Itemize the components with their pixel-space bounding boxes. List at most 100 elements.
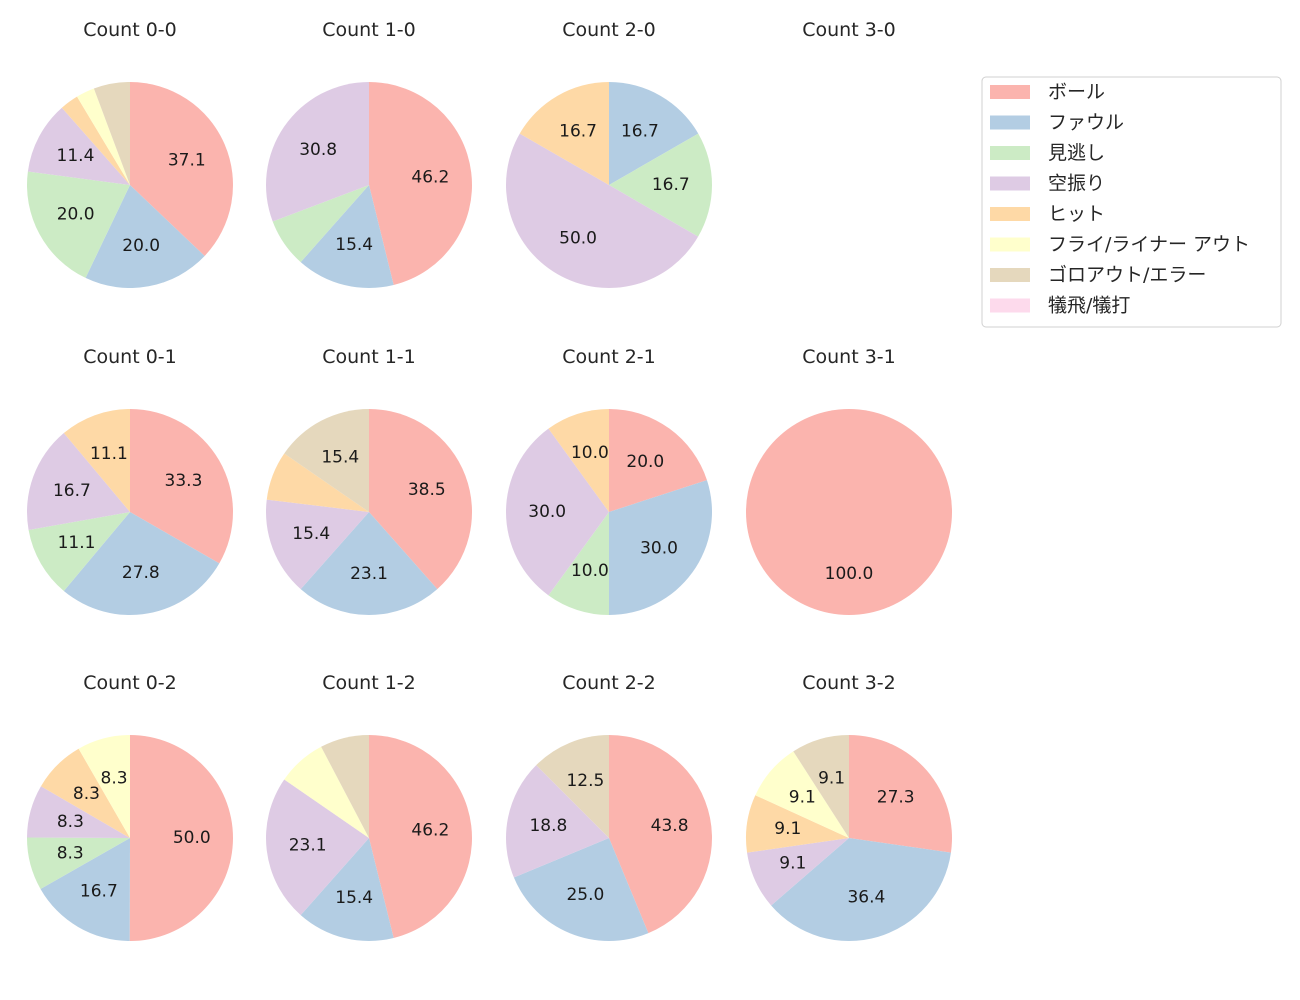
pie-count-3-2: Count 3-227.336.49.19.19.19.1 (746, 672, 952, 942)
pie-count-0-1: Count 0-1 33.3 27.8 11.1 16.7 11.1 (26, 346, 234, 615)
pie-slice (27, 107, 131, 185)
pie-slice (85, 185, 205, 288)
slice-label: 16.7 (559, 121, 597, 141)
slice-label: 33.3 (165, 471, 203, 491)
slice-label: 18.8 (529, 816, 567, 836)
legend-swatch (990, 115, 1030, 130)
pie-slice (609, 480, 712, 615)
pie-slice (77, 88, 130, 185)
legend-entry: 見逃し (1048, 142, 1105, 164)
slice-label: 8.3 (57, 812, 84, 832)
pie-slice (300, 185, 394, 288)
pie-count-3-1: Count 3-1 100.0 (746, 346, 952, 615)
legend-entry: ファウル (1048, 112, 1124, 134)
pie-slice (284, 409, 369, 512)
pie-title: Count 3-0 (802, 19, 896, 41)
slice-label: 25.0 (566, 885, 604, 905)
slice-label: 50.0 (173, 828, 211, 848)
slice-label: 15.4 (335, 235, 373, 255)
pie-slice (266, 82, 369, 222)
pie-slice (272, 185, 369, 263)
pie-slice (505, 133, 699, 289)
legend-swatch (990, 298, 1030, 313)
pie-slice (27, 171, 131, 278)
slice-label: 9.1 (789, 788, 816, 808)
pie-count-1-0: Count 1-0 46.2 15.4 30.8 (266, 19, 472, 288)
pie-slice (609, 409, 707, 512)
pie-slice (793, 735, 849, 838)
pie-slice (513, 838, 649, 942)
slice-label: 16.7 (621, 121, 659, 141)
pie-slice (28, 512, 130, 591)
slice-label: 30.0 (640, 538, 678, 558)
slice-label: 15.4 (321, 447, 359, 467)
slice-label: 9.1 (774, 819, 801, 839)
slice-label: 27.3 (877, 788, 915, 808)
pie-title: Count 3-1 (802, 346, 896, 368)
legend-swatch (990, 176, 1030, 191)
pie-slice (369, 82, 472, 286)
pie-slice (609, 133, 712, 237)
slice-label: 16.7 (53, 481, 91, 501)
pie-count-3-0: Count 3-0 (802, 19, 896, 41)
slice-label: 27.8 (122, 563, 160, 583)
pie-slice (300, 838, 394, 941)
legend-swatch (990, 85, 1030, 99)
pie-slice (266, 453, 369, 512)
legend-swatch (990, 268, 1030, 282)
pie-count-0-2: Count 0-250.016.78.38.38.38.3 (26, 672, 233, 941)
slice-label: 100.0 (825, 564, 874, 584)
legend-entry: ボール (1048, 81, 1105, 103)
pie-slice (26, 433, 131, 531)
slice-label: 8.3 (101, 768, 128, 788)
pie-title: Count 0-2 (83, 672, 177, 694)
pie-title: Count 2-2 (562, 672, 656, 694)
pie-slice (506, 428, 609, 596)
slice-label: 11.1 (90, 444, 128, 464)
slice-label: 30.8 (299, 140, 337, 160)
pie-title: Count 1-2 (322, 672, 416, 694)
pie-slice (300, 512, 438, 615)
pie-count-2-0: Count 2-0 16.7 16.7 50.0 16.7 (505, 19, 712, 289)
pie-slice (266, 779, 369, 916)
pie-slice (40, 838, 130, 941)
slice-label: 38.5 (408, 480, 446, 500)
pie-slice (369, 409, 472, 590)
legend-swatch (990, 237, 1030, 252)
slice-label: 20.0 (122, 236, 160, 256)
pie-slice (609, 82, 699, 185)
pie-count-2-2: Count 2-2 43.8 25.0 18.8 12.5 (505, 672, 712, 942)
slice-label: 23.1 (350, 564, 388, 584)
pie-count-2-1: Count 2-1 20.0 30.0 10.0 30.0 10.0 (506, 346, 712, 615)
legend-entry: ヒット (1048, 203, 1105, 225)
pie-slice (40, 748, 130, 838)
slice-label: 20.0 (626, 452, 664, 472)
legend-swatch (990, 207, 1030, 221)
pie-slice (284, 746, 369, 838)
legend-entry: 空振り (1048, 173, 1105, 195)
legend-swatch (990, 146, 1030, 160)
pie-slice (771, 838, 951, 942)
pie-title: Count 2-0 (562, 19, 656, 41)
slice-label: 10.0 (571, 561, 609, 581)
slice-label: 37.1 (168, 151, 206, 171)
pie-title: Count 1-0 (322, 19, 416, 41)
slice-label: 30.0 (528, 502, 566, 522)
pie-slice (746, 795, 849, 853)
pie-slice (63, 512, 220, 615)
slice-label: 15.4 (335, 888, 373, 908)
slice-label: 16.7 (652, 175, 690, 195)
pie-title: Count 0-1 (83, 346, 177, 368)
pie-title: Count 0-0 (83, 19, 177, 41)
pie-title: Count 2-1 (562, 346, 656, 368)
pie-slice (548, 512, 609, 615)
pie-slice (93, 82, 130, 185)
slice-label: 50.0 (559, 229, 597, 249)
slice-label: 16.7 (80, 881, 118, 901)
pie-slice (266, 499, 369, 590)
pie-slice (63, 409, 130, 512)
slice-label: 9.1 (779, 854, 806, 874)
pie-slice (755, 751, 849, 838)
